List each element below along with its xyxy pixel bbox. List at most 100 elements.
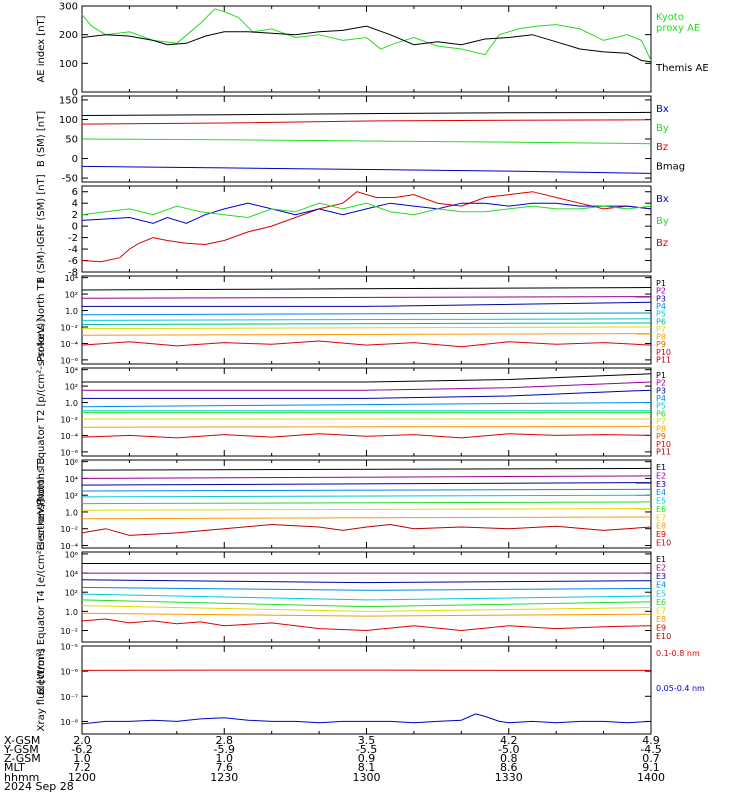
series-line-e8	[81, 612, 652, 617]
footer-value: -4.5	[640, 743, 661, 756]
legend-label: P7	[656, 325, 666, 334]
series-line-bz	[81, 191, 652, 263]
series-line-p4	[81, 312, 652, 316]
legend-label: P1	[656, 371, 666, 380]
footer-row-label: Y-GSM	[3, 743, 39, 756]
legend-label: E6	[656, 598, 666, 607]
y-tick-label: 150	[59, 95, 78, 106]
legend-label: E1	[656, 463, 666, 472]
y-tick-label: 10²	[65, 492, 78, 501]
panel-frame	[81, 185, 652, 273]
legend-label: E9	[656, 530, 666, 539]
series-line-p3	[82, 301, 652, 307]
series-line-e8	[81, 516, 652, 520]
legend-label: P6	[656, 409, 666, 418]
y-tick-label: 10⁶	[65, 458, 78, 467]
legend-label: P8	[656, 333, 666, 342]
legend-label: P1	[656, 279, 666, 288]
y-tick-label: 300	[59, 2, 78, 13]
y-tick-label: 10⁻⁶	[60, 356, 78, 365]
footer-value: -5.0	[498, 743, 519, 756]
series-line-p2	[82, 381, 652, 391]
series-line-p1	[82, 373, 652, 383]
footer-row-label: Z-GSM	[4, 752, 41, 765]
legend-label: Bmag	[656, 161, 685, 172]
y-tick-label: 10⁻⁶	[60, 448, 78, 457]
series-line-e9	[81, 523, 652, 536]
footer-value: 2.8	[216, 734, 234, 747]
legend-label: E6	[656, 505, 666, 514]
legend-label: P2	[656, 379, 666, 388]
series-line-p8	[81, 333, 652, 336]
footer-value: 1.0	[216, 752, 234, 765]
y-tick-label: -4	[68, 245, 78, 256]
series-line-themis-ae	[81, 25, 652, 63]
series-line-e3	[81, 482, 652, 486]
series-line-e3	[81, 579, 652, 584]
legend-label: Bx	[656, 104, 669, 115]
series-line-e6	[81, 599, 652, 608]
y-tick-label: 10⁻⁴	[60, 340, 78, 349]
y-tick-label: 10⁻⁴	[60, 432, 78, 441]
y-tick-label: 10⁻⁸	[60, 718, 78, 727]
footer-row-label: hhmm	[4, 771, 39, 784]
y-tick-label: 0	[72, 154, 78, 165]
footer-value: 0.8	[500, 752, 518, 765]
legend-label: E3	[656, 480, 666, 489]
series-line-p3	[82, 389, 652, 399]
footer-value: 8.1	[358, 761, 376, 774]
y-axis-label: AE index [nT]	[36, 15, 47, 82]
footer-value: 1330	[495, 771, 523, 784]
y-tick-label: 10²	[65, 383, 78, 392]
y-tick-label: 1.0	[65, 608, 78, 617]
footer-value: 3.5	[358, 734, 376, 747]
y-tick-label: 0	[72, 222, 78, 233]
legend-label: P2	[656, 287, 666, 296]
y-axis-label: Protons North T1	[36, 278, 47, 362]
footer-value: 2.0	[73, 734, 91, 747]
y-tick-label: 10⁻²	[60, 323, 78, 332]
y-tick-label: 10⁴	[65, 570, 78, 579]
series-line-e6	[81, 501, 652, 505]
series-line-e4	[81, 586, 652, 591]
legend-label: P7	[656, 417, 666, 426]
y-axis-label: Electrons North T3	[36, 457, 47, 550]
y-tick-label: 10²	[65, 291, 78, 300]
legend-label: E5	[656, 497, 666, 506]
y-tick-label: -8	[68, 268, 78, 279]
legend-label: P8	[656, 425, 666, 434]
y-axis-label: Protons Equator T2 [p/(cm²-s-sr-keV)]	[36, 319, 47, 506]
footer-row-label: MLT	[4, 761, 25, 774]
series-line-e5	[81, 593, 652, 601]
legend-label: proxy AE	[656, 23, 700, 34]
panel-frame	[81, 5, 652, 93]
footer-row-label: 2024 Sep 28	[4, 780, 74, 793]
legend-label: E4	[656, 488, 666, 497]
legend-label: E5	[656, 589, 666, 598]
footer-value: 7.2	[73, 761, 91, 774]
y-tick-label: 10⁴	[65, 475, 78, 484]
series-line-e7	[81, 605, 652, 612]
footer-value: -5.9	[214, 743, 235, 756]
y-tick-label: -6	[68, 256, 78, 267]
legend-label: E8	[656, 615, 666, 624]
y-tick-label: 200	[59, 30, 78, 41]
footer-value: 4.2	[500, 734, 518, 747]
series-line-bmag	[81, 111, 652, 116]
footer-value: -6.2	[71, 743, 92, 756]
series-line-e2	[81, 475, 652, 479]
legend-label: E1	[656, 555, 666, 564]
legend-label: P11	[656, 356, 671, 365]
legend-label: E7	[656, 606, 666, 615]
legend-label: E3	[656, 572, 666, 581]
legend-label: E10	[656, 632, 671, 641]
footer-value: 0.9	[358, 752, 376, 765]
series-line-bz	[81, 119, 652, 125]
y-tick-label: 1.0	[65, 399, 78, 408]
series-line-p9	[81, 433, 652, 439]
series-line-e4	[81, 488, 652, 492]
y-axis-label: B (SM)-IGRF (SM) [nT]	[36, 174, 47, 283]
series-line-e7	[81, 508, 652, 511]
series-line-by	[81, 202, 652, 219]
footer-value: 0.7	[642, 752, 660, 765]
